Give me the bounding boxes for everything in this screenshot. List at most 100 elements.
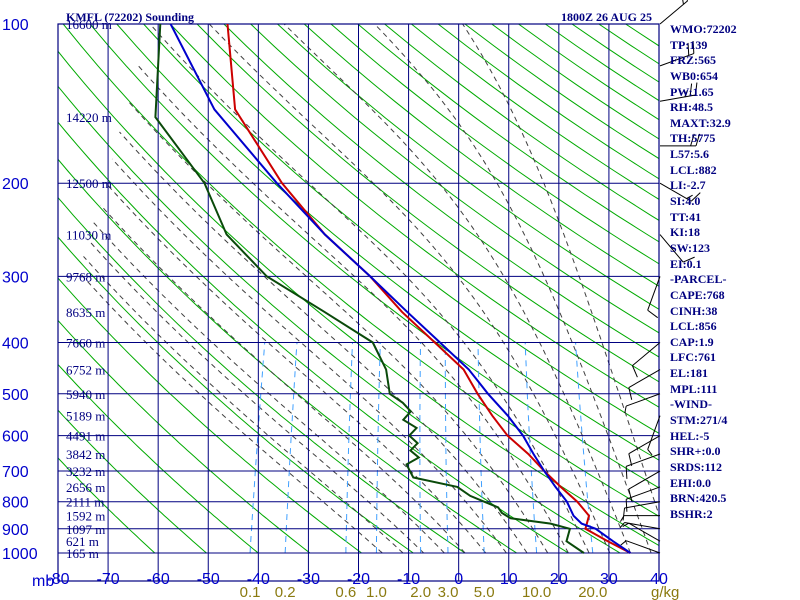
dry-adiabat: [411, 24, 659, 200]
pressure-tick-label: 400: [2, 335, 29, 352]
index-item: CINH:38: [670, 303, 718, 318]
index-item: SHR+:0.0: [670, 444, 721, 459]
wind-barb: [625, 486, 661, 512]
index-item: BSHR:2: [670, 506, 713, 521]
dry-adiabat: [250, 24, 659, 334]
dry-adiabat: [62, 24, 659, 517]
moist-adiabat: [127, 100, 549, 554]
dry-adiabat: [58, 457, 156, 554]
temperature-tick-label: -40: [247, 571, 270, 588]
wind-barb: [622, 501, 661, 521]
moist-adiabat: [374, 24, 652, 554]
dry-adiabat: [277, 24, 659, 310]
pressure-tick-label: 700: [2, 464, 29, 481]
wind-barb: [659, 82, 698, 102]
index-item: SI:4.0: [670, 194, 701, 209]
height-label: 6752 m: [66, 363, 105, 378]
dry-adiabat: [58, 158, 517, 554]
wind-barb: [647, 276, 661, 319]
index-item: EI:0.1: [670, 256, 702, 271]
mixing-ratio-label: 0.2: [275, 584, 296, 600]
index-item: SW:123: [670, 240, 711, 255]
temperature-tick-label: 20: [550, 571, 568, 588]
height-label: 621 m: [66, 534, 99, 549]
wind-barb: [647, 415, 661, 456]
index-item: -PARCEL-: [670, 272, 727, 287]
moist-adiabat: [462, 24, 659, 517]
dry-adiabat: [357, 24, 659, 243]
dry-adiabat: [196, 24, 659, 383]
index-item: PW:1.65: [670, 84, 714, 99]
temperature-tick-label: 40: [650, 571, 668, 588]
height-label: 5940 m: [66, 387, 105, 402]
moist-adiabat: [83, 256, 404, 554]
moist-adiabat: [208, 24, 611, 554]
mixing-ratio-label: 3.0: [438, 584, 459, 600]
dewpoint-profile: [154, 24, 585, 554]
wind-barb: [659, 41, 695, 67]
wind-barb: [619, 515, 660, 522]
dry-adiabat: [223, 24, 659, 358]
mixing-ratio-line: [375, 342, 381, 554]
dry-adiabat: [58, 319, 311, 554]
height-label: 14220 m: [66, 110, 112, 125]
pressure-tick-label: 500: [2, 387, 29, 404]
wind-barb: [631, 342, 661, 378]
height-label: 12500 m: [66, 176, 112, 191]
moist-adiabat: [79, 272, 383, 554]
dry-adiabat: [58, 363, 259, 554]
index-item: HEL:-5: [670, 428, 710, 443]
temperature-tick-label: 0: [454, 571, 463, 588]
pressure-tick-label: 100: [2, 17, 29, 34]
index-item: LCL:856: [670, 319, 717, 334]
wind-barb: [628, 470, 661, 502]
dry-adiabat: [58, 409, 207, 554]
pressure-tick-label: 1000: [2, 546, 38, 563]
temperature-tick-label: -30: [297, 571, 320, 588]
index-item: CAPE:768: [670, 287, 725, 302]
pressure-tick-label: 800: [2, 495, 29, 512]
index-item: SRDS:112: [670, 459, 723, 474]
index-item: MPL:111: [670, 381, 718, 396]
pressure-axis-label: mb: [32, 573, 54, 590]
moist-adiabat: [87, 238, 424, 554]
stability-indices-list: WMO:72202 TP:139 FRZ:565 WB0:654 PW:1.65 RH:4…: [670, 22, 737, 523]
wind-barb: [620, 540, 661, 554]
index-item: WMO:72202: [670, 22, 737, 36]
parcel-profile: [169, 24, 631, 554]
height-label: 3842 m: [66, 447, 105, 462]
height-label: 11030 m: [66, 228, 111, 243]
mixing-ratio-line: [249, 342, 266, 554]
dry-adiabat: [58, 196, 466, 554]
mixing-ratio-label: 0.1: [240, 584, 261, 600]
index-item: CAP:1.9: [670, 334, 714, 349]
wind-barb: [628, 435, 661, 466]
temperature-tick-label: -60: [147, 571, 170, 588]
mixing-ratio-line: [444, 342, 449, 554]
pressure-tick-label: 300: [2, 269, 29, 286]
index-item: -WIND-: [670, 397, 712, 412]
height-label: 1592 m: [66, 509, 105, 524]
wind-barb: [624, 393, 661, 414]
height-label: 16600 m: [66, 17, 112, 32]
height-label: 1097 m: [66, 522, 105, 537]
wind-barb: [659, 182, 701, 202]
dry-adiabat: [89, 24, 659, 489]
dry-adiabat: [169, 24, 659, 408]
index-item: BRN:420.5: [670, 491, 727, 506]
mixing-ratio-label: 2.0: [410, 584, 431, 600]
index-item: MAXT:32.9: [670, 115, 731, 130]
mixing-ratio-label: 10.0: [522, 584, 551, 600]
temperature-tick-label: -80: [46, 571, 69, 588]
temperature-tick-label: -20: [347, 571, 370, 588]
wind-barb: [660, 133, 701, 147]
dry-adiabat: [58, 121, 569, 554]
plot-frame: [57, 23, 660, 582]
temperature-tick-label: 10: [500, 571, 518, 588]
height-label: 2111 m: [66, 495, 104, 510]
dry-adiabat: [330, 24, 659, 265]
mixing-ratio-label: 0.6: [335, 584, 356, 600]
index-item: TT:41: [670, 209, 702, 224]
mixing-ratio-label: 1.0: [366, 584, 387, 600]
